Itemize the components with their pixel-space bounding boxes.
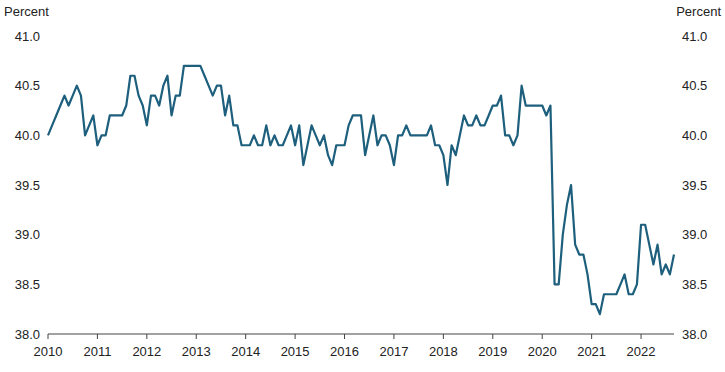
- y-tick-label: 40.5: [15, 78, 40, 93]
- x-axis-line: [48, 334, 674, 335]
- x-tick-label: 2019: [478, 344, 507, 359]
- x-tick-label: 2012: [132, 344, 161, 359]
- x-tick: [492, 334, 493, 339]
- y-tick-label: 39.0: [15, 227, 40, 242]
- x-tick: [393, 334, 394, 339]
- y-tick: [44, 185, 48, 186]
- data-line: [48, 66, 674, 314]
- x-tick-label: 2018: [429, 344, 458, 359]
- y-tick-label: 39.5: [682, 178, 707, 193]
- y-tick-label: 40.0: [15, 128, 40, 143]
- x-tick-label: 2022: [627, 344, 656, 359]
- x-tick: [542, 334, 543, 339]
- y-tick-label: 40.0: [682, 128, 707, 143]
- x-tick-label: 2020: [528, 344, 557, 359]
- y-tick-label: 38.5: [682, 277, 707, 292]
- x-tick-label: 2014: [231, 344, 260, 359]
- x-tick-label: 2017: [379, 344, 408, 359]
- x-tick: [97, 334, 98, 339]
- x-tick: [443, 334, 444, 339]
- y-axis-title: Percent: [4, 4, 49, 19]
- x-tick-label: 2010: [34, 344, 63, 359]
- x-tick: [196, 334, 197, 339]
- y-tick: [44, 334, 48, 335]
- x-tick: [641, 334, 642, 339]
- y-tick-label: 41.0: [15, 29, 40, 44]
- y-tick-label: 41.0: [682, 29, 707, 44]
- plot-area: [48, 66, 674, 314]
- x-tick-label: 2015: [281, 344, 310, 359]
- chart: Percent Percent 38.0 38.0 38.5 38.5 39.0 39.0 39…: [0, 0, 725, 372]
- y-tick: [44, 284, 48, 285]
- y-tick-label: 38.5: [15, 277, 40, 292]
- y-axis-title: Percent: [676, 4, 721, 19]
- x-tick: [591, 334, 592, 339]
- x-tick: [48, 334, 49, 339]
- x-tick: [295, 334, 296, 339]
- y-tick-label: 38.0: [15, 327, 40, 342]
- y-tick-label: 39.0: [682, 227, 707, 242]
- y-tick-label: 38.0: [682, 327, 707, 342]
- x-tick-label: 2013: [182, 344, 211, 359]
- x-tick: [344, 334, 345, 339]
- y-tick-label: 39.5: [15, 178, 40, 193]
- x-tick-label: 2011: [83, 344, 111, 359]
- y-tick: [44, 234, 48, 235]
- x-tick-label: 2016: [330, 344, 359, 359]
- y-tick: [44, 85, 48, 86]
- x-tick: [146, 334, 147, 339]
- x-tick: [245, 334, 246, 339]
- y-tick-label: 40.5: [682, 78, 707, 93]
- y-tick: [44, 36, 48, 37]
- x-tick-label: 2021: [577, 344, 606, 359]
